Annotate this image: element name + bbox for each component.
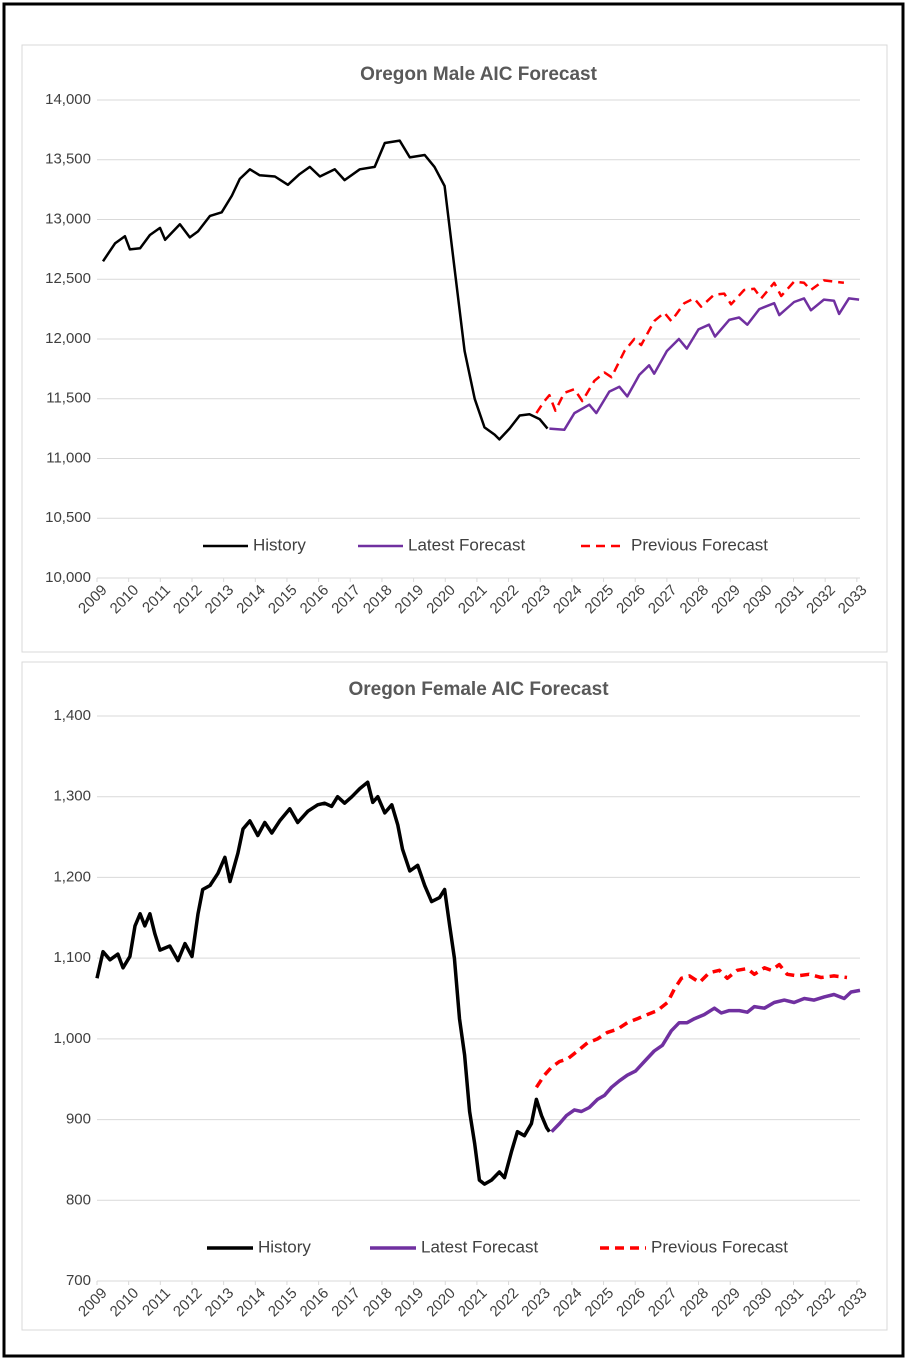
series-line [534, 962, 848, 1089]
y-tick-label: 11,500 [46, 390, 91, 407]
y-tick-label: 1,300 [53, 788, 91, 805]
legend-label: History [258, 1237, 311, 1256]
y-tick-label: 1,000 [53, 1030, 91, 1047]
chart-title: Oregon Male AIC Forecast [360, 64, 598, 85]
series-line [549, 297, 860, 432]
y-tick-label: 11,000 [46, 449, 91, 466]
series-line [95, 780, 551, 1186]
y-tick-label: 1,100 [53, 949, 91, 966]
y-tick-label: 800 [66, 1191, 91, 1208]
y-tick-label: 1,200 [53, 868, 91, 885]
y-tick-label: 12,500 [45, 270, 91, 287]
y-tick-label: 12,000 [45, 330, 91, 347]
y-tick-label: 14,000 [45, 91, 91, 108]
y-tick-label: 900 [66, 1111, 91, 1128]
y-tick-label: 700 [66, 1272, 91, 1289]
y-tick-label: 13,000 [45, 210, 91, 227]
y-tick-label: 10,000 [45, 569, 91, 586]
legend-label: Latest Forecast [421, 1237, 538, 1256]
legend-label: Previous Forecast [631, 535, 768, 554]
legend-label: History [253, 535, 306, 554]
chart-frame [21, 44, 888, 653]
y-tick-label: 10,500 [45, 509, 91, 526]
chart-title: Oregon Female AIC Forecast [348, 679, 609, 700]
legend-label: Previous Forecast [651, 1237, 788, 1256]
y-tick-label: 13,500 [45, 151, 91, 168]
legend-label: Latest Forecast [408, 535, 525, 554]
y-tick-label: 1,400 [53, 707, 91, 724]
series-line [550, 988, 861, 1133]
chart-frame [21, 661, 888, 1331]
series-line [535, 279, 845, 414]
series-line [101, 139, 549, 441]
